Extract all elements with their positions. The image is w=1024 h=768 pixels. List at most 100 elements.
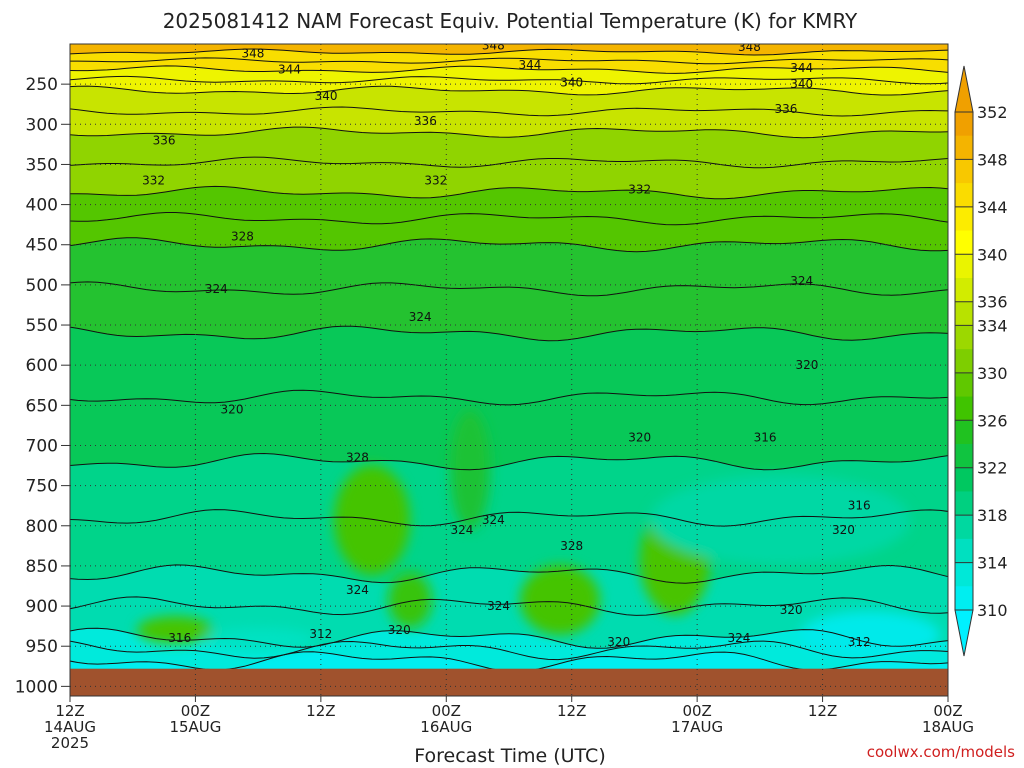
- contour-label: 320: [607, 635, 630, 649]
- colorbar-band: [955, 515, 973, 540]
- colorbar-band: [955, 206, 973, 232]
- warm-pocket: [137, 616, 213, 644]
- contour-label: 332: [142, 174, 165, 188]
- contour-line-intermediate: [70, 212, 948, 226]
- contour-label: 324: [205, 282, 228, 296]
- colorbar-label: 318: [977, 506, 1008, 525]
- contour-label: 324: [346, 583, 369, 597]
- x-axis-label: Forecast Time (UTC): [414, 745, 605, 767]
- colorbar-under-arrow: [954, 609, 974, 657]
- y-tick-label: 400: [26, 196, 58, 216]
- contour-line-intermediate: [70, 281, 948, 297]
- colorbar-band: [955, 372, 973, 398]
- contour-label: 348: [482, 39, 505, 53]
- colorbar-band: [955, 491, 973, 516]
- y-tick-label: 350: [26, 155, 58, 175]
- contour-label: 348: [241, 47, 264, 61]
- x-tick-label: 00Z: [682, 702, 711, 720]
- colorbar-label: 336: [977, 293, 1008, 312]
- contour-line-348: [70, 48, 948, 56]
- plot-frame: [69, 43, 949, 697]
- contour-line-intermediate: [70, 509, 948, 527]
- contour-line-intermediate: [70, 75, 948, 85]
- contour-line-332: [70, 185, 948, 200]
- y-tick-label: 550: [26, 316, 58, 336]
- contour-label: 316: [754, 430, 777, 444]
- contour-line-intermediate: [70, 57, 948, 65]
- contour-label: 332: [628, 182, 651, 196]
- x-tick-label: 12Z: [808, 702, 837, 720]
- warm-pocket: [334, 465, 410, 575]
- contour-label: 320: [832, 523, 855, 537]
- contour-label: 324: [451, 523, 474, 537]
- colorbar-band: [955, 538, 973, 564]
- contour-label: 328: [231, 230, 254, 244]
- contour-line-316: [70, 627, 948, 649]
- colorbar-band: [955, 159, 973, 184]
- colorbar-band: [955, 420, 973, 445]
- colorbar-band: [955, 396, 973, 421]
- colorbar-label: 348: [977, 150, 1008, 169]
- y-tick-label: 250: [26, 75, 58, 95]
- contour-label: 320: [780, 603, 803, 617]
- contour-label: 340: [790, 77, 813, 91]
- contour-line-344: [70, 65, 948, 74]
- colorbar-label: 326: [977, 411, 1008, 430]
- y-tick-label: 650: [26, 396, 58, 416]
- contour-label: 312: [848, 635, 871, 649]
- x-tick-label: 15AUG: [169, 718, 221, 736]
- contour-line-324: [70, 325, 948, 342]
- contour-label: 332: [424, 174, 447, 188]
- colorbar-band: [955, 112, 973, 137]
- colorbar-label: 314: [977, 554, 1008, 573]
- contour-line-intermediate: [70, 156, 948, 169]
- contour-label: 324: [487, 599, 510, 613]
- contour-line-320: [70, 452, 948, 471]
- warm-pocket: [388, 572, 432, 628]
- contour-label: 340: [315, 89, 338, 103]
- contour-label: 324: [790, 274, 813, 288]
- colorbar-label: 344: [977, 198, 1008, 217]
- contour-line-340: [70, 85, 948, 96]
- contour-label: 336: [414, 114, 437, 128]
- cold-pocket: [800, 611, 940, 659]
- contour-label: 328: [346, 451, 369, 465]
- y-tick-label: 450: [26, 236, 58, 256]
- colorbar-label: 352: [977, 103, 1008, 122]
- x-tick-label: 14AUG: [44, 718, 96, 736]
- contour-line-intermediate: [70, 640, 948, 661]
- colorbar-band: [955, 467, 973, 492]
- colorbar-band: [955, 325, 973, 350]
- plot-area: 348 348 348 344 344 344 340 340 340 336 336 336 332 3…: [70, 39, 948, 696]
- x-tick-label: 12Z: [306, 702, 335, 720]
- y-tick-label: 1000: [15, 677, 58, 697]
- colorbar-band: [955, 254, 973, 279]
- contour-label: 336: [775, 102, 798, 116]
- colorbar-label: 310: [977, 601, 1008, 620]
- colorbar-label: 330: [977, 364, 1008, 383]
- colorbar-band: [955, 444, 973, 469]
- colorbar-band: [955, 349, 973, 374]
- chart-title: 2025081412 NAM Forecast Equiv. Potential…: [163, 9, 858, 33]
- contour-label: 320: [795, 358, 818, 372]
- contour-label: 340: [560, 76, 583, 90]
- y-tick-label: 700: [26, 436, 58, 456]
- x-tick-label: 2025: [51, 734, 89, 752]
- cold-pocket: [205, 628, 315, 652]
- x-tick-label: 17AUG: [671, 718, 723, 736]
- colorbar-over-arrow: [954, 65, 974, 113]
- contour-label: 320: [628, 430, 651, 444]
- contour-fill-features: [137, 410, 940, 659]
- x-tick-label: 16AUG: [420, 718, 472, 736]
- y-tick-label: 950: [26, 637, 58, 657]
- contour-label: 316: [848, 499, 871, 513]
- contour-label: 324: [409, 310, 432, 324]
- grid-lines: [70, 44, 948, 696]
- x-tick-label: 18AUG: [922, 718, 974, 736]
- x-tick-label: 00Z: [181, 702, 210, 720]
- contour-label: 344: [278, 63, 301, 77]
- y-tick-label: 750: [26, 477, 58, 497]
- contour-label: 320: [221, 402, 244, 416]
